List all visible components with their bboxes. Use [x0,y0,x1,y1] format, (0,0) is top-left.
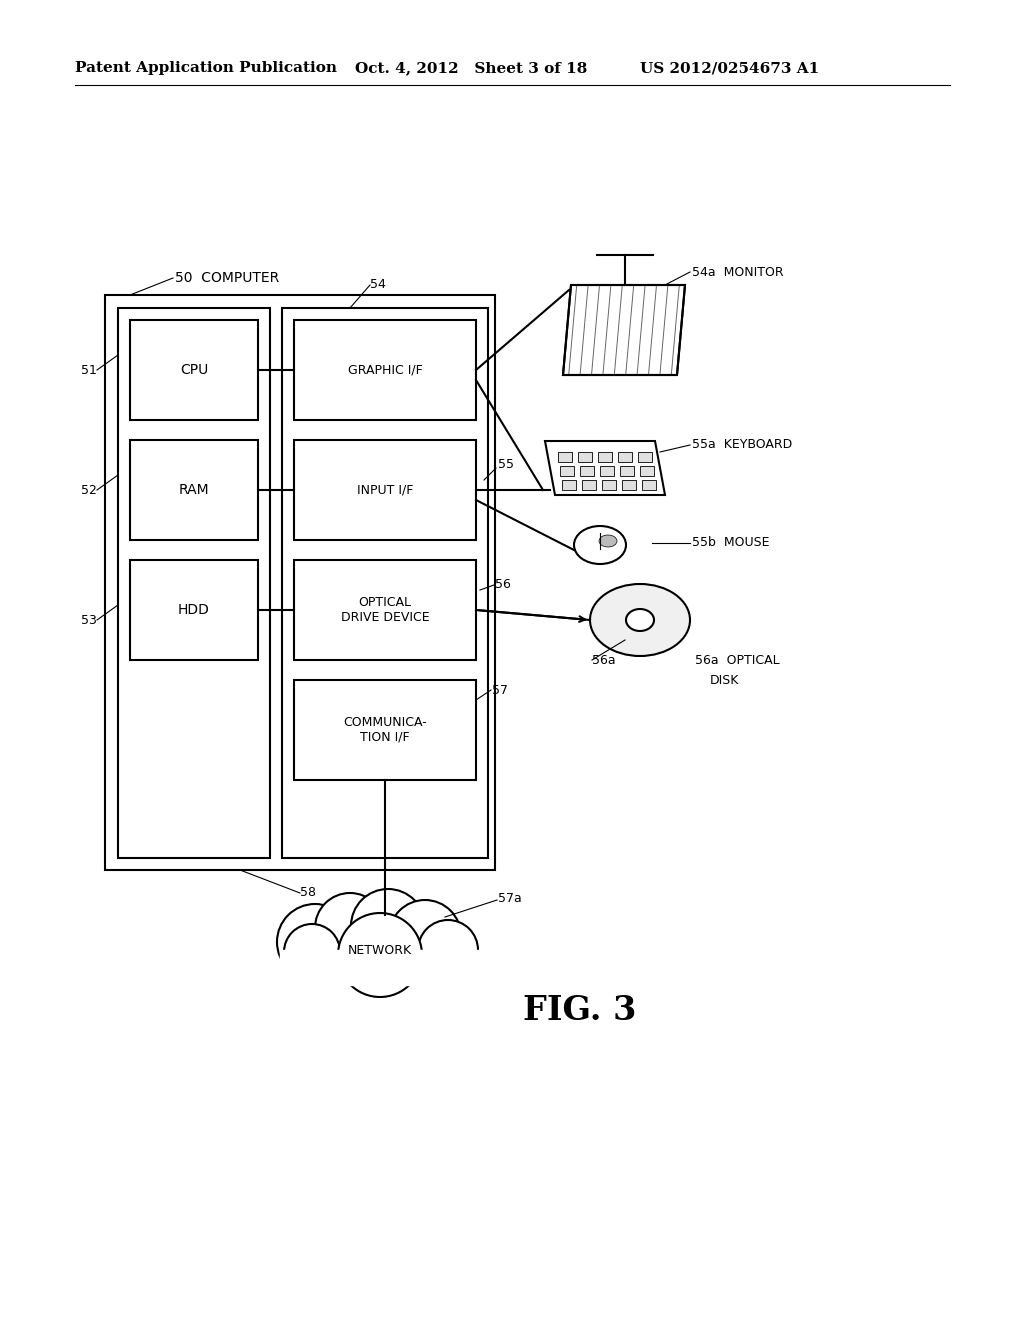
Bar [294,560,476,660]
Circle shape [338,913,422,997]
Text: 50  COMPUTER: 50 COMPUTER [175,271,280,285]
Text: 55: 55 [498,458,514,471]
Circle shape [315,894,385,964]
Bar [558,451,572,462]
Bar [582,480,596,490]
Bar [105,294,495,870]
Bar [294,680,476,780]
Text: 52: 52 [81,483,97,496]
Bar [578,451,592,462]
Bar [580,466,594,477]
Bar [118,308,270,858]
Text: NETWORK: NETWORK [348,944,412,957]
Text: Patent Application Publication: Patent Application Publication [75,61,337,75]
Bar [560,466,574,477]
Text: 56a: 56a [592,653,615,667]
Text: 57: 57 [492,684,508,697]
Ellipse shape [574,525,626,564]
Bar [562,480,575,490]
Bar [280,950,480,985]
Bar [622,480,636,490]
Text: 55b  MOUSE: 55b MOUSE [692,536,769,549]
Bar [620,466,634,477]
Text: INPUT I/F: INPUT I/F [356,483,414,496]
Bar [642,480,656,490]
Text: DISK: DISK [710,673,739,686]
Text: 56: 56 [495,578,511,591]
Text: 54: 54 [370,279,386,292]
Bar [602,480,616,490]
Bar [294,440,476,540]
Text: 53: 53 [81,614,97,627]
Text: 54a  MONITOR: 54a MONITOR [692,265,783,279]
Text: HDD: HDD [178,603,210,616]
Text: CPU: CPU [180,363,208,378]
Text: OPTICAL
DRIVE DEVICE: OPTICAL DRIVE DEVICE [341,597,429,624]
Bar [294,319,476,420]
Text: RAM: RAM [178,483,209,498]
Bar [618,451,632,462]
Text: Oct. 4, 2012   Sheet 3 of 18: Oct. 4, 2012 Sheet 3 of 18 [355,61,588,75]
Ellipse shape [599,535,617,546]
Text: 57a: 57a [498,891,522,904]
Text: GRAPHIC I/F: GRAPHIC I/F [347,363,422,376]
Text: COMMUNICA-
TION I/F: COMMUNICA- TION I/F [343,715,427,744]
Text: 55a  KEYBOARD: 55a KEYBOARD [692,438,793,451]
Polygon shape [545,441,665,495]
Polygon shape [563,285,685,375]
Bar [130,440,258,540]
Bar [640,466,654,477]
Circle shape [284,924,340,979]
Ellipse shape [590,583,690,656]
Ellipse shape [626,609,654,631]
Circle shape [389,900,461,972]
Text: US 2012/0254673 A1: US 2012/0254673 A1 [640,61,819,75]
Bar [282,308,488,858]
Circle shape [351,888,425,964]
Text: 58: 58 [300,887,316,899]
Bar [130,560,258,660]
Text: FIG. 3: FIG. 3 [523,994,637,1027]
Bar [598,451,612,462]
Text: 51: 51 [81,363,97,376]
Circle shape [418,920,478,979]
Bar [130,319,258,420]
Bar [600,466,614,477]
Circle shape [278,904,353,979]
Bar [638,451,652,462]
Text: 56a  OPTICAL: 56a OPTICAL [695,653,779,667]
